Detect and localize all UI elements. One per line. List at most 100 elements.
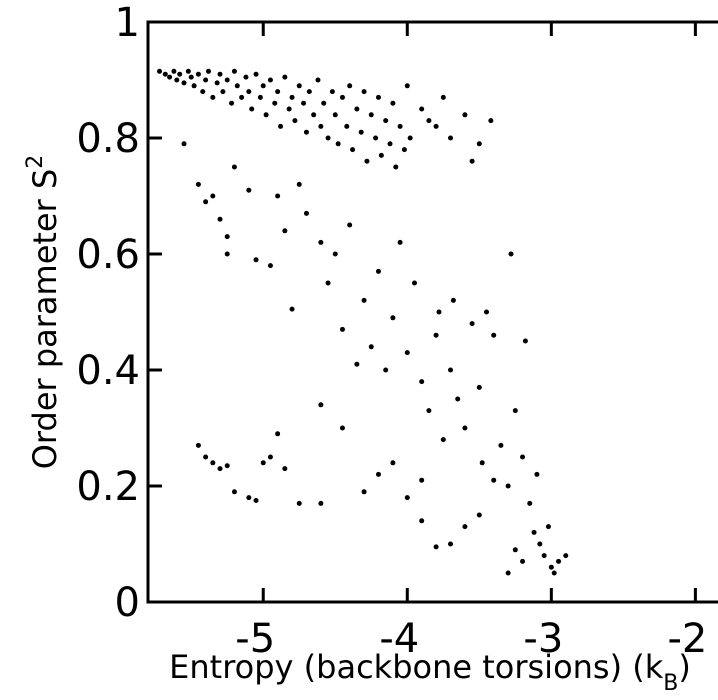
point (231, 164, 237, 170)
point (404, 83, 410, 89)
point (462, 112, 468, 118)
point (448, 367, 454, 373)
point (272, 100, 278, 106)
point (253, 71, 259, 77)
point (383, 118, 389, 124)
point (498, 442, 504, 448)
point (368, 344, 374, 350)
point (224, 234, 230, 240)
point (531, 529, 537, 535)
point (563, 553, 569, 559)
point (174, 77, 180, 83)
point (368, 112, 374, 118)
point (332, 251, 338, 257)
point (541, 553, 547, 559)
point (551, 570, 557, 576)
point (476, 384, 482, 390)
point (203, 199, 209, 205)
point (401, 147, 407, 153)
x-axis-label-sub: B (663, 671, 678, 696)
point (306, 89, 312, 95)
point (347, 83, 353, 89)
point (448, 541, 454, 547)
point (455, 396, 461, 402)
point (534, 471, 540, 477)
point (411, 280, 417, 286)
point (260, 83, 266, 89)
point (275, 193, 281, 199)
point (512, 408, 518, 414)
point (335, 141, 341, 147)
point (303, 210, 309, 216)
point (354, 361, 360, 367)
point (491, 477, 497, 483)
point (260, 460, 266, 466)
point (224, 251, 230, 257)
point (185, 68, 191, 74)
point (361, 89, 367, 95)
point (350, 147, 356, 153)
point (217, 216, 223, 222)
point (181, 141, 187, 147)
point (426, 408, 432, 414)
point (188, 74, 194, 80)
point (224, 463, 230, 469)
point (426, 118, 432, 124)
point (354, 106, 360, 112)
point (419, 106, 425, 112)
point (318, 402, 324, 408)
x-tick-label: -4 (379, 616, 419, 662)
y-axis-label: Order parameter S2 (23, 155, 64, 470)
point (231, 68, 237, 74)
point (325, 135, 331, 141)
point (243, 74, 249, 80)
point (344, 123, 350, 129)
point (224, 77, 230, 83)
point (448, 135, 454, 141)
point (157, 68, 163, 74)
y-tick-label: 0.6 (76, 232, 140, 278)
point (527, 500, 533, 506)
point (469, 321, 475, 327)
point (476, 141, 482, 147)
point (512, 547, 518, 553)
point (433, 123, 439, 129)
point (347, 222, 353, 228)
point (234, 83, 240, 89)
point (433, 544, 439, 550)
point (404, 350, 410, 356)
point (210, 94, 216, 100)
x-axis-label-end: ) (678, 648, 690, 686)
point (332, 112, 338, 118)
point (162, 71, 168, 77)
point (217, 71, 223, 77)
x-axis-label: Entropy (backbone torsions) (kB) (169, 648, 691, 696)
point (203, 77, 209, 83)
x-tick-label: -3 (523, 616, 563, 662)
point (171, 68, 177, 74)
point (289, 306, 295, 312)
point (210, 193, 216, 199)
point (239, 94, 245, 100)
point (296, 181, 302, 187)
point (383, 367, 389, 373)
point (390, 100, 396, 106)
point (393, 164, 399, 170)
point (469, 158, 475, 164)
point (520, 558, 526, 564)
point (200, 89, 206, 95)
point (296, 83, 302, 89)
point (263, 112, 269, 118)
point (488, 118, 494, 124)
point (282, 74, 288, 80)
y-axis-label-sup: 2 (23, 155, 48, 169)
point (407, 135, 413, 141)
point (217, 466, 223, 472)
point (419, 379, 425, 385)
point (315, 77, 321, 83)
point (404, 495, 410, 501)
point (397, 239, 403, 245)
point (522, 338, 528, 344)
point (520, 454, 526, 460)
